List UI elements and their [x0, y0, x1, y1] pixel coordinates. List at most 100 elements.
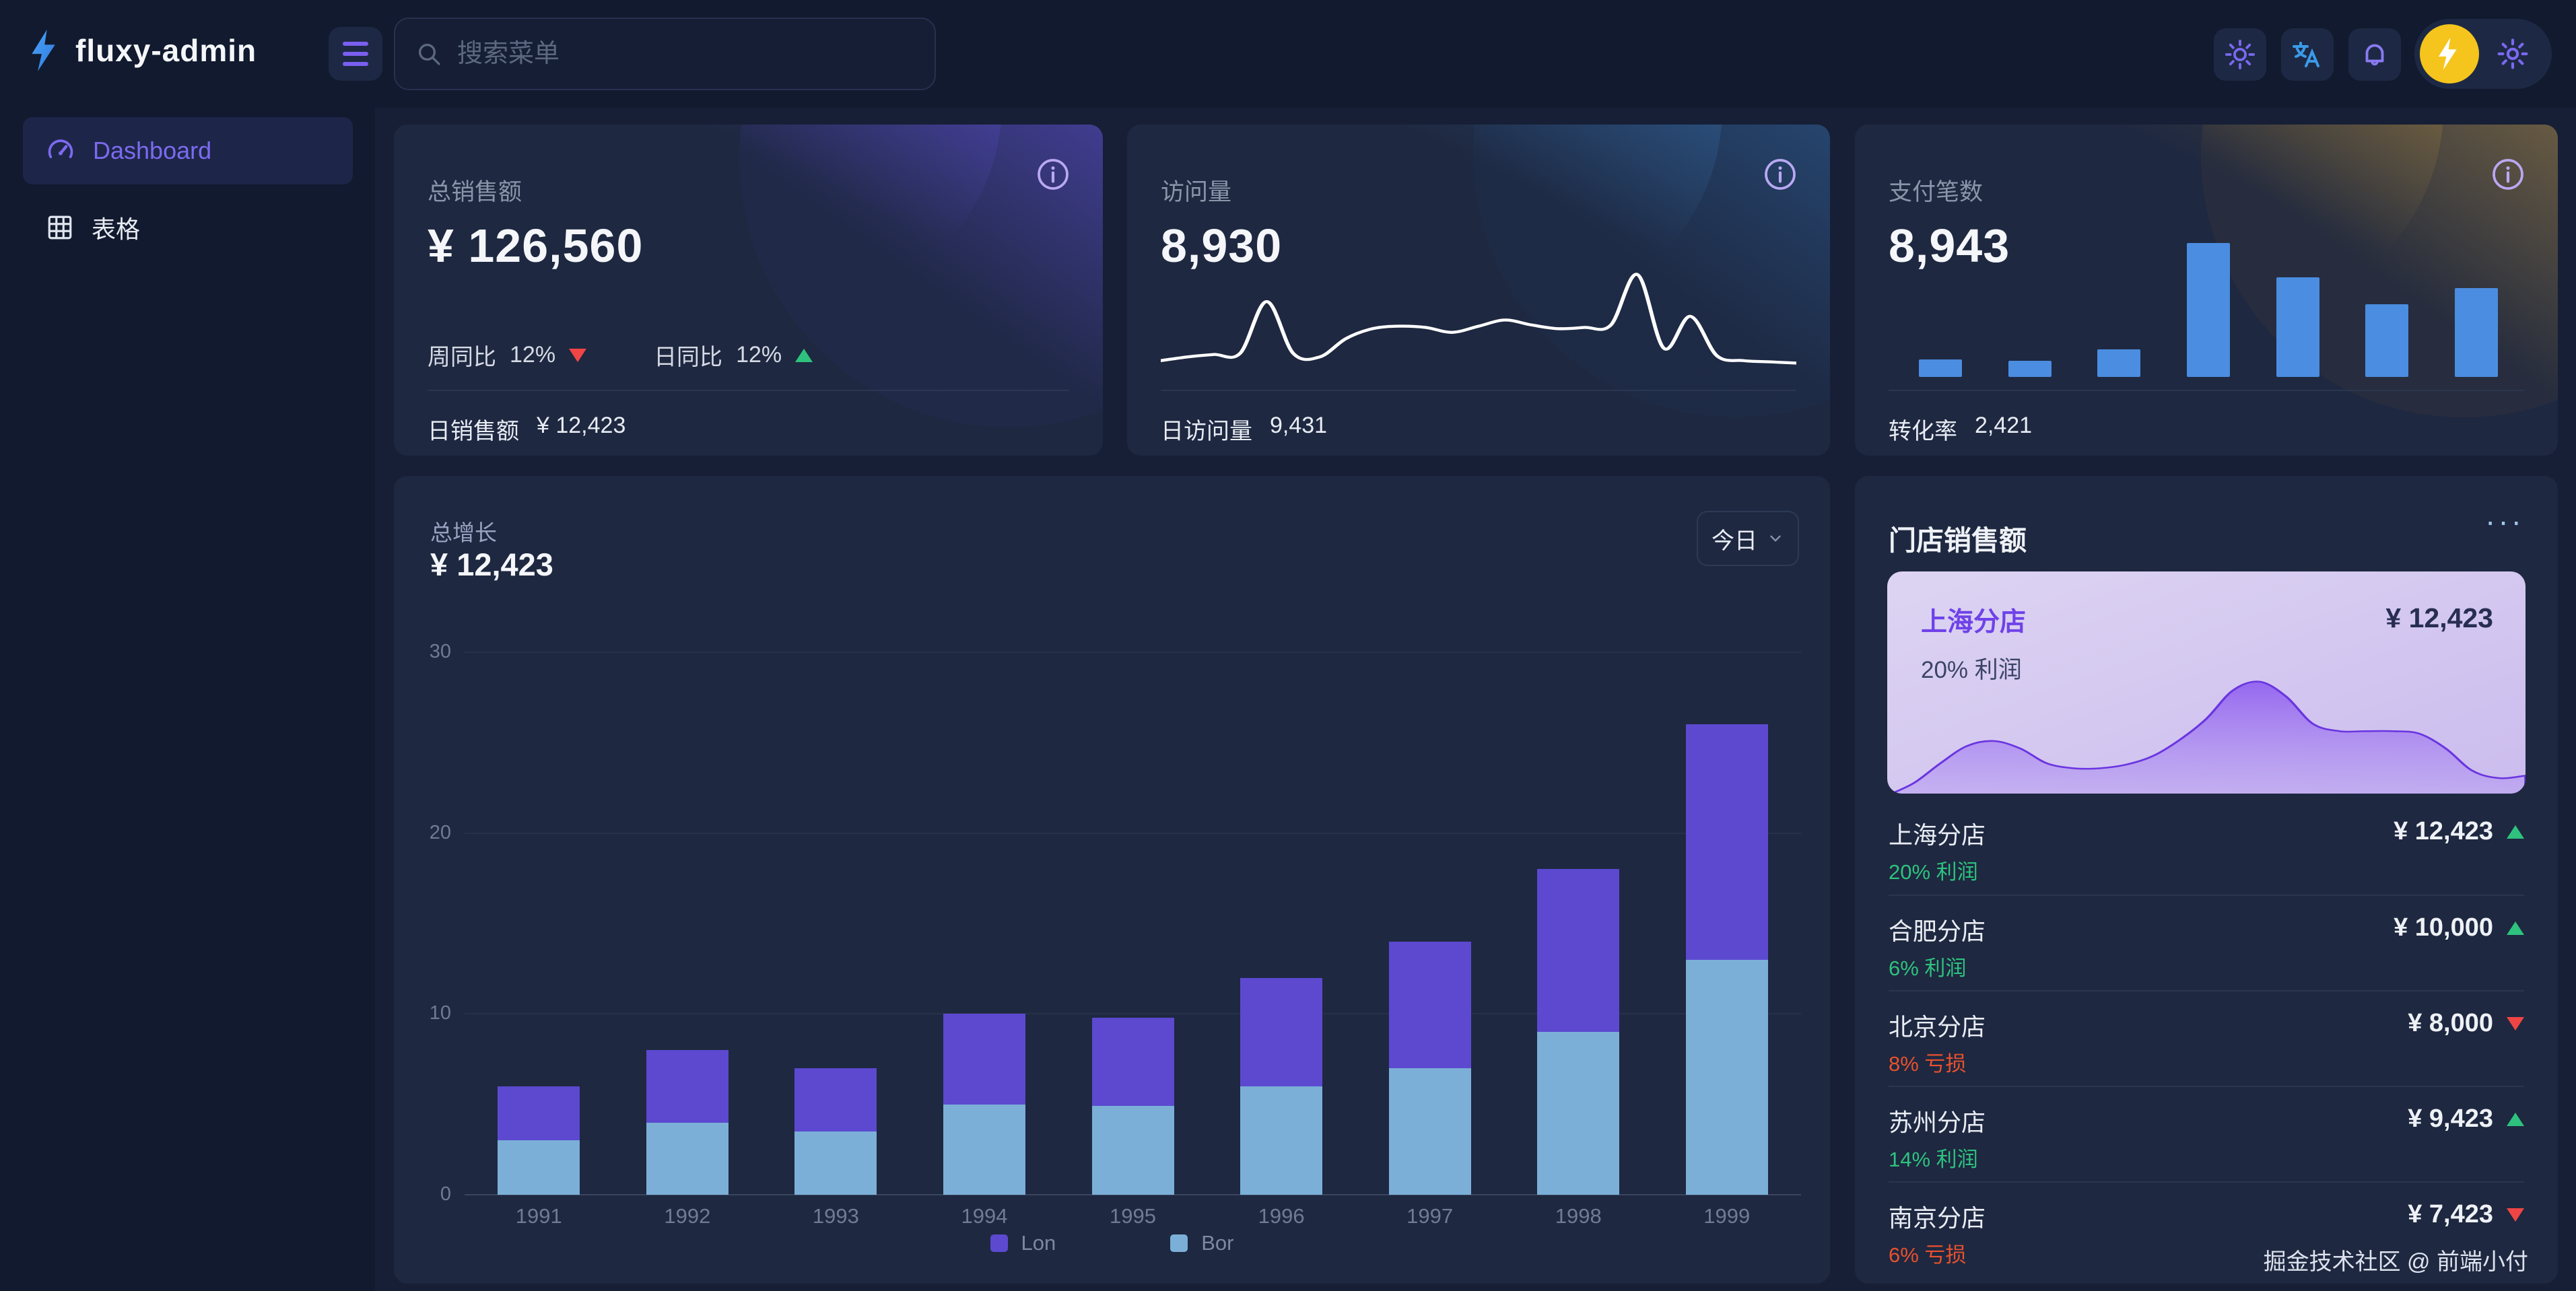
bar-segment-Bor: [1091, 1106, 1174, 1195]
user-settings-pill[interactable]: [2414, 19, 2552, 89]
trend-down-icon: [2507, 1208, 2524, 1222]
y-axis-tick: 10: [429, 1002, 451, 1024]
search-box: [394, 18, 936, 90]
user-avatar[interactable]: [2420, 24, 2479, 83]
date-range-dropdown[interactable]: 今日: [1697, 511, 1799, 566]
store-value: ¥ 12,423: [2394, 817, 2493, 845]
total-sales-value: ¥ 126,560: [428, 219, 644, 272]
theme-toggle-button[interactable]: [2214, 28, 2266, 81]
x-axis-label: 1997: [1406, 1204, 1454, 1228]
daily-visits-value: 9,431: [1270, 413, 1328, 438]
store-row-beijing[interactable]: 北京分店 8% 亏损 ¥ 8,000: [1889, 1008, 2524, 1088]
trend-up-icon: [2507, 825, 2524, 839]
bar-segment-Lon: [943, 1014, 1025, 1105]
day-compare-value: 12%: [736, 342, 782, 368]
bar-group-1994[interactable]: 1994: [910, 652, 1059, 1228]
mini-bar: [2097, 349, 2141, 377]
bar-segment-Lon: [794, 1068, 877, 1131]
store-name: 北京分店: [1889, 1013, 1986, 1041]
bar-group-1995[interactable]: 1995: [1058, 652, 1207, 1228]
visits-value: 8,930: [1161, 219, 1283, 272]
divider: [1889, 1086, 2524, 1087]
settings-button[interactable]: [2479, 37, 2546, 71]
legend-swatch: [1170, 1234, 1188, 1252]
store-highlight-card[interactable]: 上海分店 ¥ 12,423 20% 利润: [1887, 571, 2526, 794]
info-icon[interactable]: [1033, 154, 1073, 195]
store-row-suzhou[interactable]: 苏州分店 14% 利润 ¥ 9,423: [1889, 1103, 2524, 1184]
gridline: [465, 1194, 1801, 1195]
bar-group-1993[interactable]: 1993: [761, 652, 910, 1228]
daily-visits-label: 日访问量: [1161, 419, 1252, 444]
credit-text: 掘金技术社区 @ 前端小付: [2263, 1249, 2528, 1275]
store-row-shanghai[interactable]: 上海分店 20% 利润 ¥ 12,423: [1889, 816, 2524, 897]
highlight-store-profit: 20% 利润: [1921, 657, 2022, 683]
legend-item-Lon[interactable]: Lon: [990, 1231, 1056, 1255]
bar-group-1997[interactable]: 1997: [1355, 652, 1504, 1228]
bar-segment-Lon: [646, 1050, 728, 1123]
payments-value: 8,943: [1889, 219, 2010, 272]
bar-group-1996[interactable]: 1996: [1207, 652, 1356, 1228]
gridline: [465, 652, 1801, 653]
notifications-button[interactable]: [2348, 28, 2401, 81]
x-axis-label: 1994: [961, 1204, 1008, 1228]
bell-icon: [2365, 44, 2384, 66]
bar-group-1991[interactable]: 1991: [465, 652, 613, 1228]
bar-segment-Bor: [646, 1122, 728, 1195]
bar-segment-Lon: [498, 1086, 580, 1141]
x-axis-label: 1995: [1110, 1204, 1157, 1228]
app-logo: fluxy-admin: [28, 30, 257, 71]
bar-group-1992[interactable]: 1992: [613, 652, 762, 1228]
bar-segment-Bor: [1240, 1086, 1323, 1195]
legend-item-Bor[interactable]: Bor: [1170, 1231, 1233, 1255]
bar-group-1999[interactable]: 1999: [1653, 652, 1802, 1228]
daily-sales-value: ¥ 12,423: [537, 413, 626, 438]
info-icon[interactable]: [1760, 154, 1800, 195]
card-title: 支付笔数: [1889, 179, 1984, 205]
sidebar: Dashboard 表格: [0, 108, 375, 1291]
bar-segment-Bor: [794, 1131, 877, 1195]
info-icon[interactable]: [2488, 154, 2528, 195]
visits-sparkline-chart: [1161, 273, 1796, 365]
store-row-nanjing[interactable]: 南京分店 6% 亏损 ¥ 7,423: [1889, 1199, 2524, 1280]
card-footer: 日销售额 ¥ 12,423: [428, 413, 625, 446]
sidebar-item-dashboard[interactable]: Dashboard: [23, 117, 353, 184]
bar-segment-Lon: [1388, 941, 1471, 1068]
sidebar-item-table[interactable]: 表格: [23, 194, 353, 261]
growth-value: ¥ 12,423: [430, 547, 553, 582]
store-profit: 6% 利润: [1889, 956, 1967, 980]
mini-bar: [2365, 304, 2409, 377]
store-value: ¥ 7,423: [2408, 1200, 2493, 1228]
decorative-circle: [598, 125, 1002, 306]
visits-card: 访问量 8,930 日访问量 9,431: [1127, 125, 1830, 456]
trend-up-icon: [795, 348, 813, 362]
store-profit: 14% 利润: [1889, 1148, 1978, 1171]
trend-down-icon: [569, 348, 587, 362]
search-input[interactable]: [457, 39, 914, 69]
divider: [428, 390, 1069, 391]
total-sales-card: 总销售额 ¥ 126,560 周同比 12% 日同比 12% 日销售: [394, 125, 1103, 456]
date-range-label: 今日: [1711, 528, 1757, 554]
bar-segment-Bor: [498, 1140, 580, 1195]
y-axis-tick: 30: [429, 641, 451, 662]
store-name: 上海分店: [1889, 821, 1986, 849]
store-value: ¥ 9,423: [2408, 1105, 2493, 1133]
store-name: 南京分店: [1889, 1204, 1986, 1232]
legend-swatch: [990, 1234, 1008, 1252]
mini-bar: [2186, 243, 2230, 377]
card-footer: 日访问量 9,431: [1161, 413, 1327, 446]
language-switch-button[interactable]: [2281, 28, 2334, 81]
highlight-store-name: 上海分店: [1921, 608, 2027, 637]
bar-group-1998[interactable]: 1998: [1504, 652, 1653, 1228]
more-menu-icon[interactable]: ···: [2485, 503, 2524, 538]
trend-up-icon: [2507, 1112, 2524, 1126]
divider: [1889, 390, 2524, 391]
bar-segment-Bor: [1685, 959, 1768, 1195]
menu-toggle-button[interactable]: [329, 27, 382, 81]
sun-icon: [2225, 39, 2256, 70]
gear-icon: [2497, 38, 2528, 69]
growth-chart-card: 总增长 ¥ 12,423 今日 0 10 20 30 1991 1992 1993 1994 1…: [394, 476, 1830, 1284]
growth-title: 总增长: [430, 520, 497, 545]
store-row-hefei[interactable]: 合肥分店 6% 利润 ¥ 10,000: [1889, 912, 2524, 993]
trend-down-icon: [2507, 1016, 2524, 1031]
